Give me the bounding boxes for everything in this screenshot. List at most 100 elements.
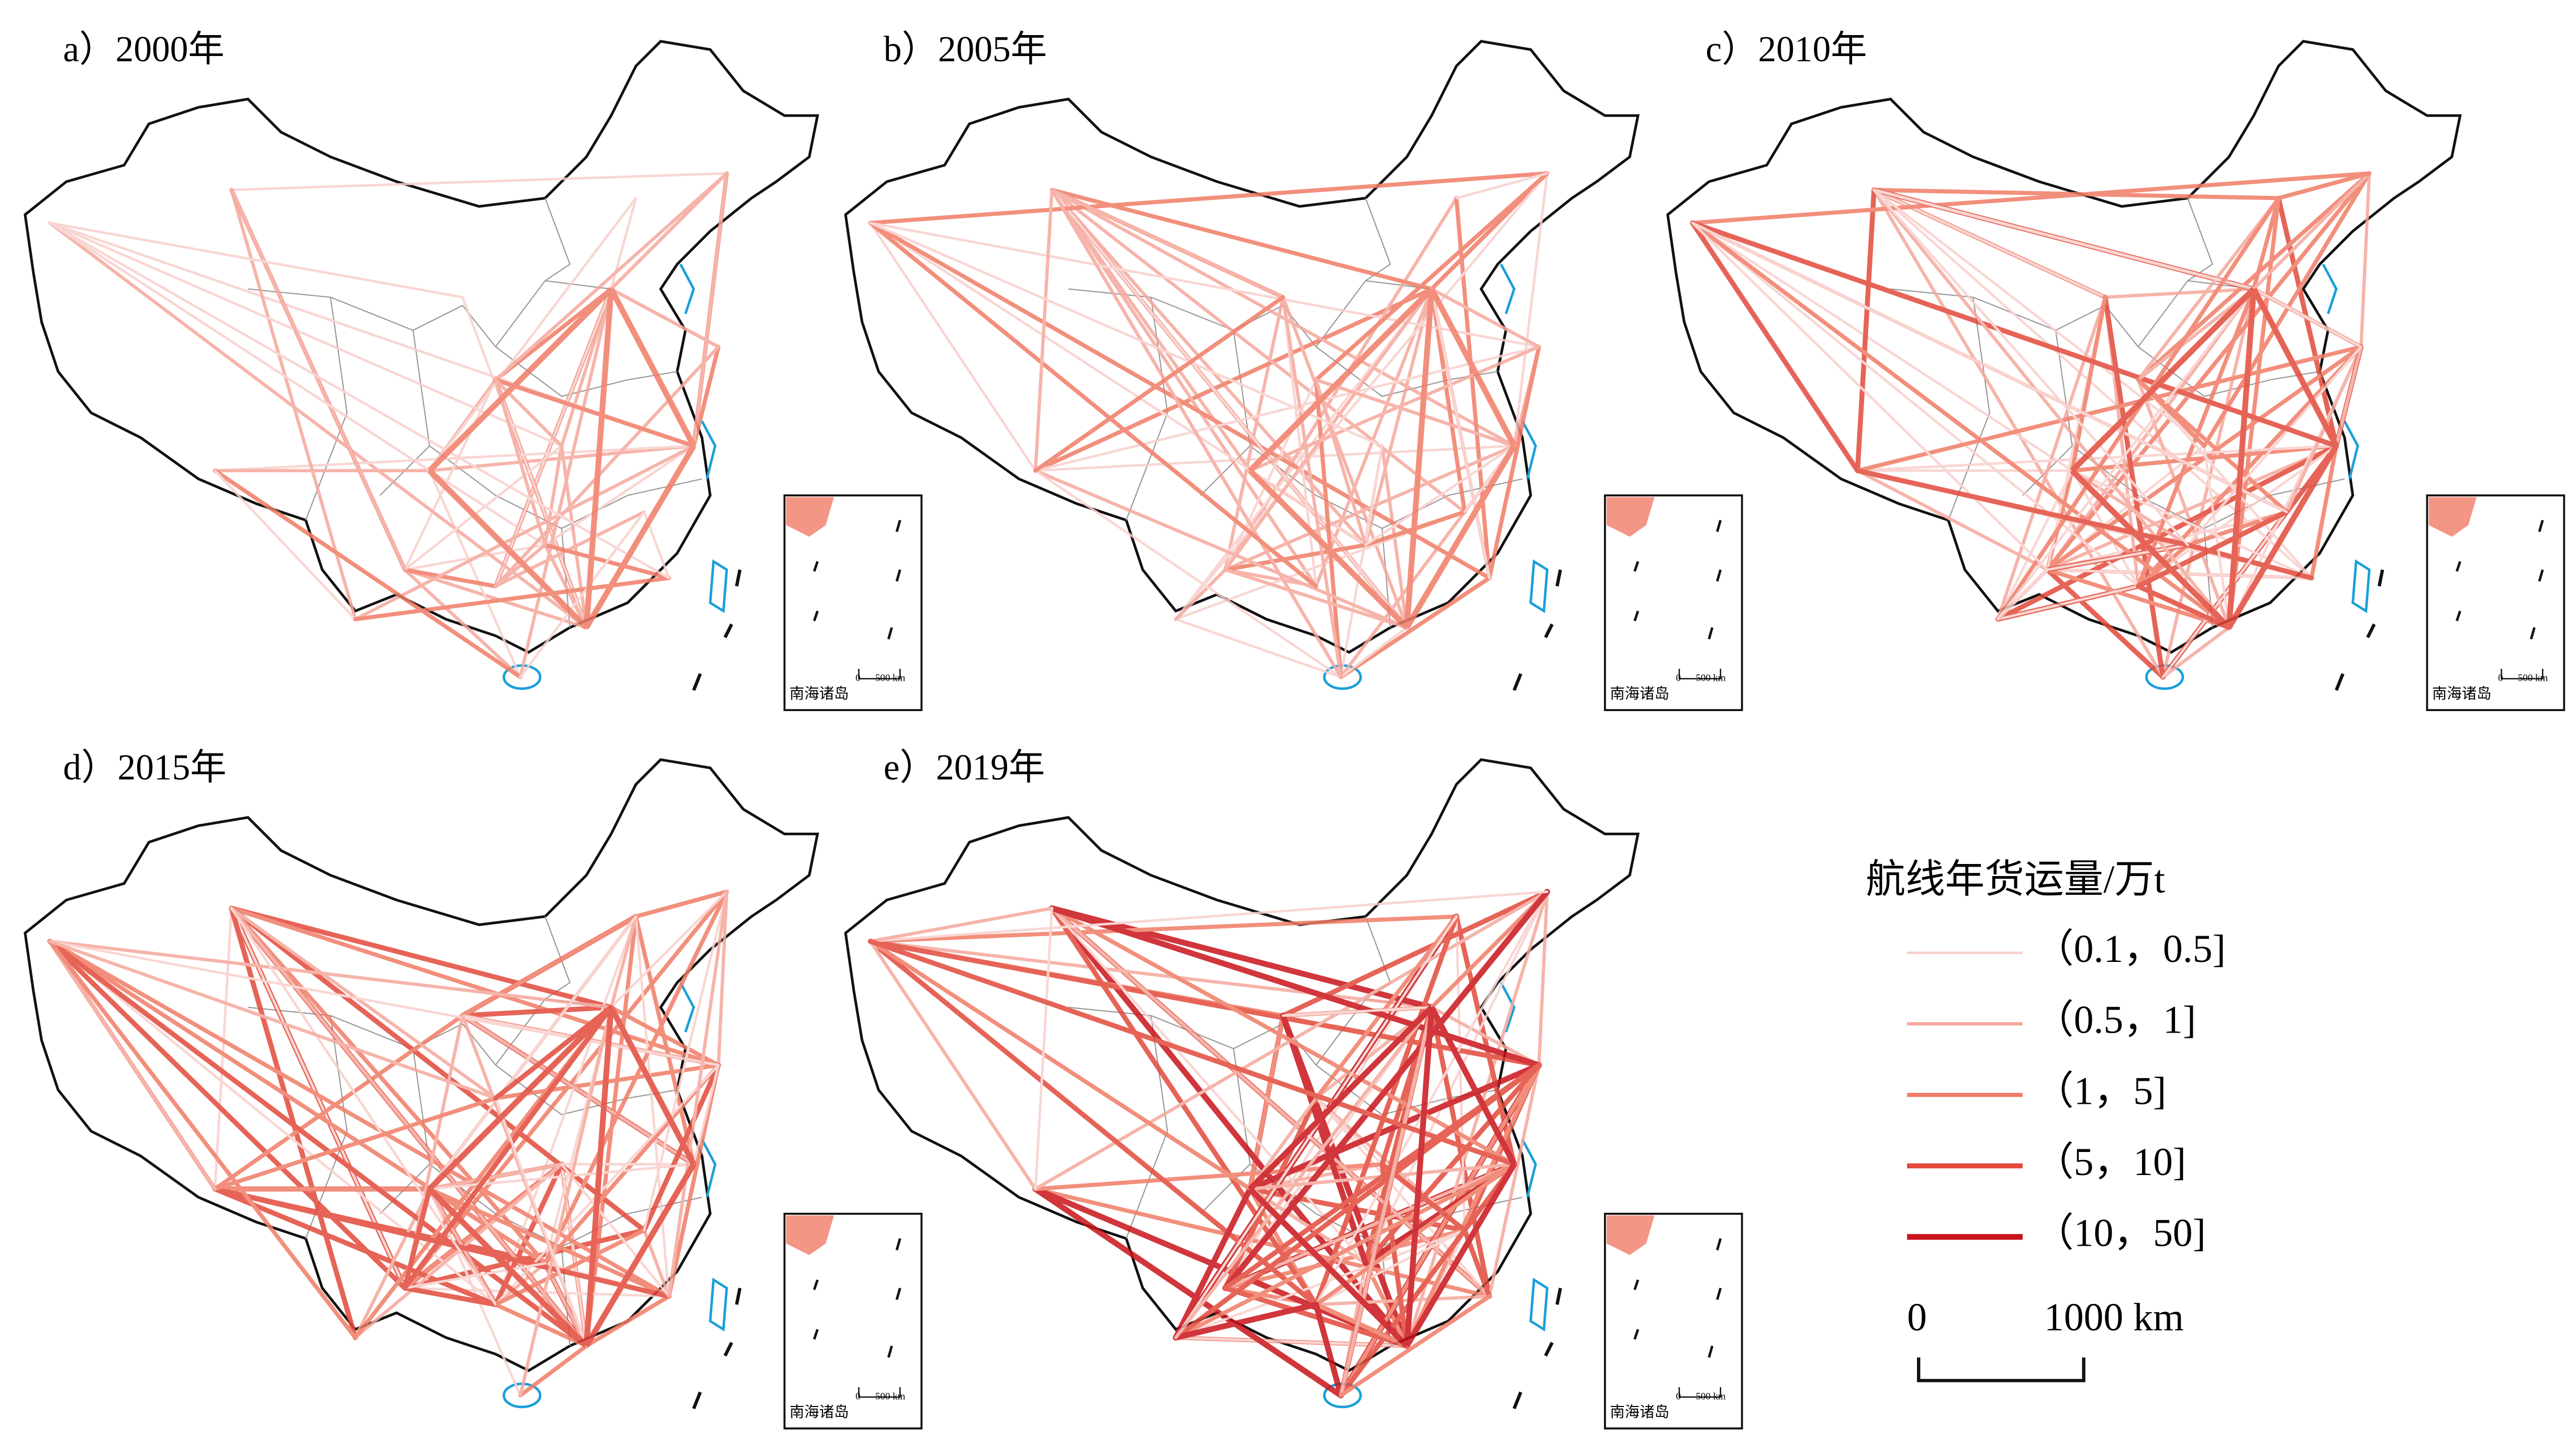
route xyxy=(229,906,721,1068)
route xyxy=(692,1064,720,1166)
route xyxy=(402,1005,614,1291)
route xyxy=(1454,196,1492,580)
route xyxy=(428,197,638,472)
route xyxy=(1051,907,1367,1265)
route xyxy=(868,939,1252,1191)
route xyxy=(1314,914,1459,1101)
route xyxy=(1690,220,1860,473)
route xyxy=(1430,287,1541,349)
legend-label: （0.5，1] xyxy=(2034,999,2196,1042)
route xyxy=(1223,287,1434,572)
route xyxy=(518,1344,589,1398)
route xyxy=(353,1187,431,1339)
route xyxy=(1364,445,1515,547)
route xyxy=(427,1187,589,1348)
route xyxy=(869,221,1384,447)
routes xyxy=(1690,171,2372,680)
route xyxy=(2309,444,2339,580)
route xyxy=(1050,188,1516,448)
routes xyxy=(868,171,1549,679)
route xyxy=(1404,289,1435,628)
route xyxy=(560,1162,671,1298)
route xyxy=(867,938,1319,1308)
route xyxy=(229,905,614,1010)
route xyxy=(1314,378,1343,679)
route xyxy=(229,905,647,1233)
route xyxy=(1248,1187,1409,1348)
route xyxy=(1050,188,1467,514)
route xyxy=(2186,345,2362,547)
route xyxy=(2203,445,2231,629)
route xyxy=(1364,445,1384,547)
route xyxy=(403,568,498,589)
route xyxy=(48,221,671,580)
route xyxy=(214,907,233,1191)
route xyxy=(2285,345,2363,514)
route xyxy=(2136,378,2231,629)
route xyxy=(47,938,589,1348)
inset-scale-zero: 0 xyxy=(1676,1391,1681,1402)
route xyxy=(213,1096,498,1191)
route xyxy=(543,445,695,547)
route xyxy=(519,511,645,679)
inset-scale-zero: 0 xyxy=(2498,673,2503,684)
route xyxy=(1050,188,1285,299)
route xyxy=(2334,345,2363,448)
route xyxy=(2046,568,2313,580)
route xyxy=(1379,1161,1467,1233)
route xyxy=(48,939,497,1100)
route xyxy=(608,287,697,448)
route xyxy=(48,939,671,1299)
route xyxy=(1034,907,1053,1191)
route xyxy=(2070,468,2231,630)
route xyxy=(493,1005,614,1101)
panel-label: b）2005年 xyxy=(884,29,1047,70)
route xyxy=(353,575,671,622)
route xyxy=(428,915,638,1191)
route xyxy=(494,378,547,547)
route xyxy=(403,890,729,1290)
route xyxy=(610,890,728,1009)
route xyxy=(1364,890,1548,1265)
route xyxy=(1429,287,1517,448)
route xyxy=(1050,188,1343,679)
panel-label: e）2019年 xyxy=(884,748,1045,788)
route xyxy=(1314,171,1549,382)
route xyxy=(1429,286,1467,514)
route xyxy=(2202,171,2372,448)
inset-scale-label: 500 km xyxy=(2518,673,2548,684)
route xyxy=(1174,287,1433,621)
route xyxy=(427,286,614,473)
route xyxy=(1339,1063,1541,1398)
route xyxy=(1034,345,1541,472)
route xyxy=(1033,295,1285,473)
route xyxy=(2226,289,2257,628)
route xyxy=(427,1005,614,1191)
route xyxy=(2045,567,2166,680)
panel-label: d）2015年 xyxy=(63,748,226,788)
china-map xyxy=(845,760,1742,1428)
route xyxy=(560,444,588,629)
route xyxy=(230,907,497,1306)
route xyxy=(609,287,720,349)
route xyxy=(1856,445,2338,472)
route xyxy=(2136,171,2372,382)
route xyxy=(2102,294,2166,680)
route xyxy=(1050,187,1434,291)
route xyxy=(1691,221,2140,588)
route xyxy=(1051,189,1408,629)
route xyxy=(1404,1007,1435,1346)
route xyxy=(213,468,522,679)
route xyxy=(1405,890,1549,1348)
route xyxy=(2252,287,2362,348)
inset-scale-label: 500 km xyxy=(1696,1391,1726,1402)
route xyxy=(2045,568,2232,630)
inset-label: 南海诸岛 xyxy=(1610,685,1669,702)
route xyxy=(2137,378,2313,580)
route xyxy=(214,445,695,472)
route xyxy=(1339,575,1492,679)
route xyxy=(2226,444,2339,629)
route xyxy=(692,345,721,448)
route xyxy=(1050,906,1516,1167)
route xyxy=(1050,188,1318,588)
